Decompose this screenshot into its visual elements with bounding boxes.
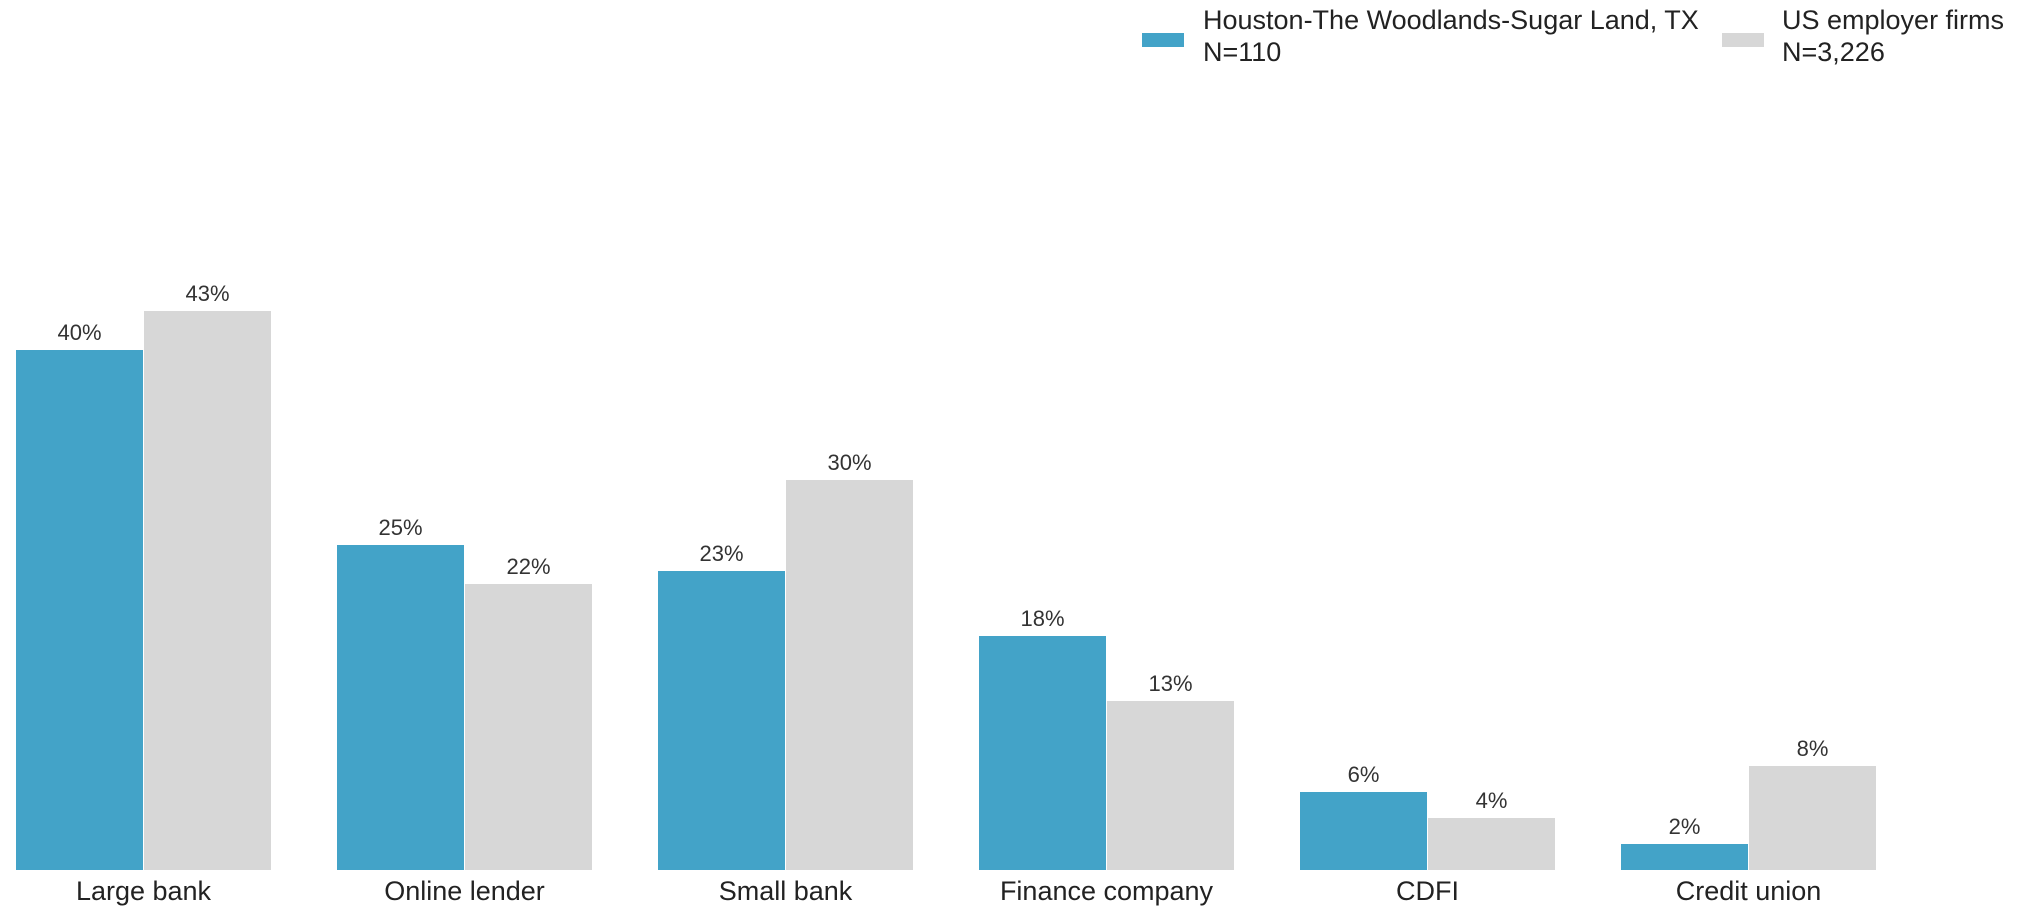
legend: Houston-The Woodlands-Sugar Land, TX N=1… [1142, 5, 2004, 67]
legend-item-houston: Houston-The Woodlands-Sugar Land, TX N=1… [1142, 5, 1699, 67]
value-label-houston-1: 25% [378, 515, 422, 540]
value-label-houston-5: 2% [1669, 814, 1701, 839]
category-label-3: Finance company [1000, 876, 1214, 906]
bar-houston-3 [979, 636, 1106, 870]
plot-area: 40% 43% Large bank 25% 22% Online lender 23% 30… [16, 281, 1876, 906]
legend-n-us: N=3,226 [1782, 37, 1885, 67]
bar-us-5 [1749, 766, 1876, 870]
value-label-houston-3: 18% [1020, 606, 1064, 631]
legend-label-us: US employer firms [1782, 5, 2004, 35]
value-label-us-2: 30% [827, 450, 871, 475]
bar-us-1 [465, 584, 592, 870]
legend-swatch-us [1722, 33, 1764, 47]
category-label-4: CDFI [1396, 876, 1459, 906]
bar-houston-5 [1621, 844, 1748, 870]
value-label-us-0: 43% [185, 281, 229, 306]
bar-houston-0 [16, 350, 143, 870]
legend-n-houston: N=110 [1203, 37, 1281, 67]
bar-us-0 [144, 311, 271, 870]
legend-swatch-houston [1142, 33, 1184, 47]
bar-us-4 [1428, 818, 1555, 870]
bar-houston-1 [337, 545, 464, 870]
bar-houston-2 [658, 571, 785, 870]
legend-item-us: US employer firms N=3,226 [1722, 5, 2004, 67]
category-label-5: Credit union [1676, 876, 1822, 906]
value-label-houston-4: 6% [1348, 762, 1380, 787]
value-label-houston-0: 40% [57, 320, 101, 345]
value-label-us-4: 4% [1476, 788, 1508, 813]
bar-houston-4 [1300, 792, 1427, 870]
category-label-2: Small bank [719, 876, 853, 906]
category-label-1: Online lender [384, 876, 545, 906]
legend-label-houston: Houston-The Woodlands-Sugar Land, TX [1203, 5, 1699, 35]
category-label-0: Large bank [76, 876, 212, 906]
bar-us-2 [786, 480, 913, 870]
bar-us-3 [1107, 701, 1234, 870]
value-label-us-5: 8% [1797, 736, 1829, 761]
value-label-us-1: 22% [506, 554, 550, 579]
value-label-us-3: 13% [1148, 671, 1192, 696]
value-label-houston-2: 23% [699, 541, 743, 566]
